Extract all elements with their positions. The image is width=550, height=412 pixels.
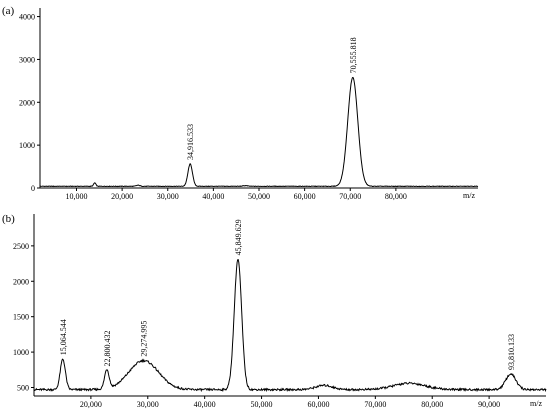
x-tick-label: 20,000 [111, 192, 133, 201]
panel-b-label: (b) [2, 213, 15, 225]
y-tick-label: 2000 [13, 277, 29, 286]
y-tick-label: 1000 [13, 348, 29, 357]
panel-b-x-unit-label: m/z [530, 399, 542, 408]
x-tick-label: 50,000 [248, 192, 270, 201]
x-tick-label: 70,000 [364, 400, 386, 409]
x-tick-label: 80,000 [421, 400, 443, 409]
y-tick-label: 500 [17, 384, 29, 393]
x-tick-label: 70,000 [339, 192, 361, 201]
y-tick-label: 4000 [19, 13, 35, 22]
panel-a-label: (a) [2, 5, 15, 17]
panel-b-spectrum-line [33, 258, 547, 393]
y-tick-label: 0 [31, 184, 35, 193]
panel-b-axes [33, 214, 546, 397]
peak-label: 45,849.629 [234, 219, 243, 255]
x-tick-label: 50,000 [251, 400, 273, 409]
y-tick-label: 1500 [13, 313, 29, 322]
x-tick-label: 90,000 [478, 400, 500, 409]
y-tick-label: 2000 [19, 98, 35, 107]
y-tick-label: 3000 [19, 55, 35, 64]
peak-label: 29,274.995 [140, 321, 149, 357]
y-tick-label: 1000 [19, 141, 35, 150]
x-tick-label: 80,000 [385, 192, 407, 201]
y-tick-label: 2500 [13, 242, 29, 251]
panel-a-spectrum-line [39, 76, 479, 188]
x-tick-label: 40,000 [194, 400, 216, 409]
x-tick-label: 30,000 [137, 400, 159, 409]
x-tick-label: 40,000 [202, 192, 224, 201]
panel-b-y-ticks: 500 1000 1500 2000 2500 [13, 242, 34, 393]
peak-label: 70,555.818 [349, 37, 358, 73]
x-tick-label: 10,000 [66, 192, 88, 201]
panel-a-y-ticks: 0 1000 2000 3000 4000 [19, 13, 40, 193]
panel-a-x-ticks: 10,000 20,000 30,000 40,000 50,000 60,000 70,0… [66, 188, 407, 201]
panel-a-x-unit-label: m/z [463, 191, 475, 200]
x-tick-label: 60,000 [294, 192, 316, 201]
peak-label: 34,916.533 [186, 124, 195, 160]
panel-a-axes [39, 8, 478, 189]
peak-label: 22,800.432 [103, 331, 112, 367]
peak-label: 93,810.133 [507, 334, 516, 370]
panel-b: (b) 500 1000 1500 2000 2500 20,000 30,000 40,0… [2, 213, 547, 409]
panel-b-x-ticks: 20,000 30,000 40,000 50,000 60,000 70,000 80,0… [80, 396, 500, 409]
x-tick-label: 20,000 [80, 400, 102, 409]
x-tick-label: 30,000 [157, 192, 179, 201]
x-tick-label: 60,000 [307, 400, 329, 409]
panel-b-peak-labels: 15,064.544 22,800.432 29,274.995 45,849.629… [59, 219, 516, 370]
panel-a: (a) 0 1000 2000 3000 4000 10,000 20,000 30,000… [2, 5, 479, 201]
peak-label: 15,064.544 [59, 319, 68, 355]
panel-a-peak-labels: 34,916.533 70,555.818 [186, 37, 358, 160]
